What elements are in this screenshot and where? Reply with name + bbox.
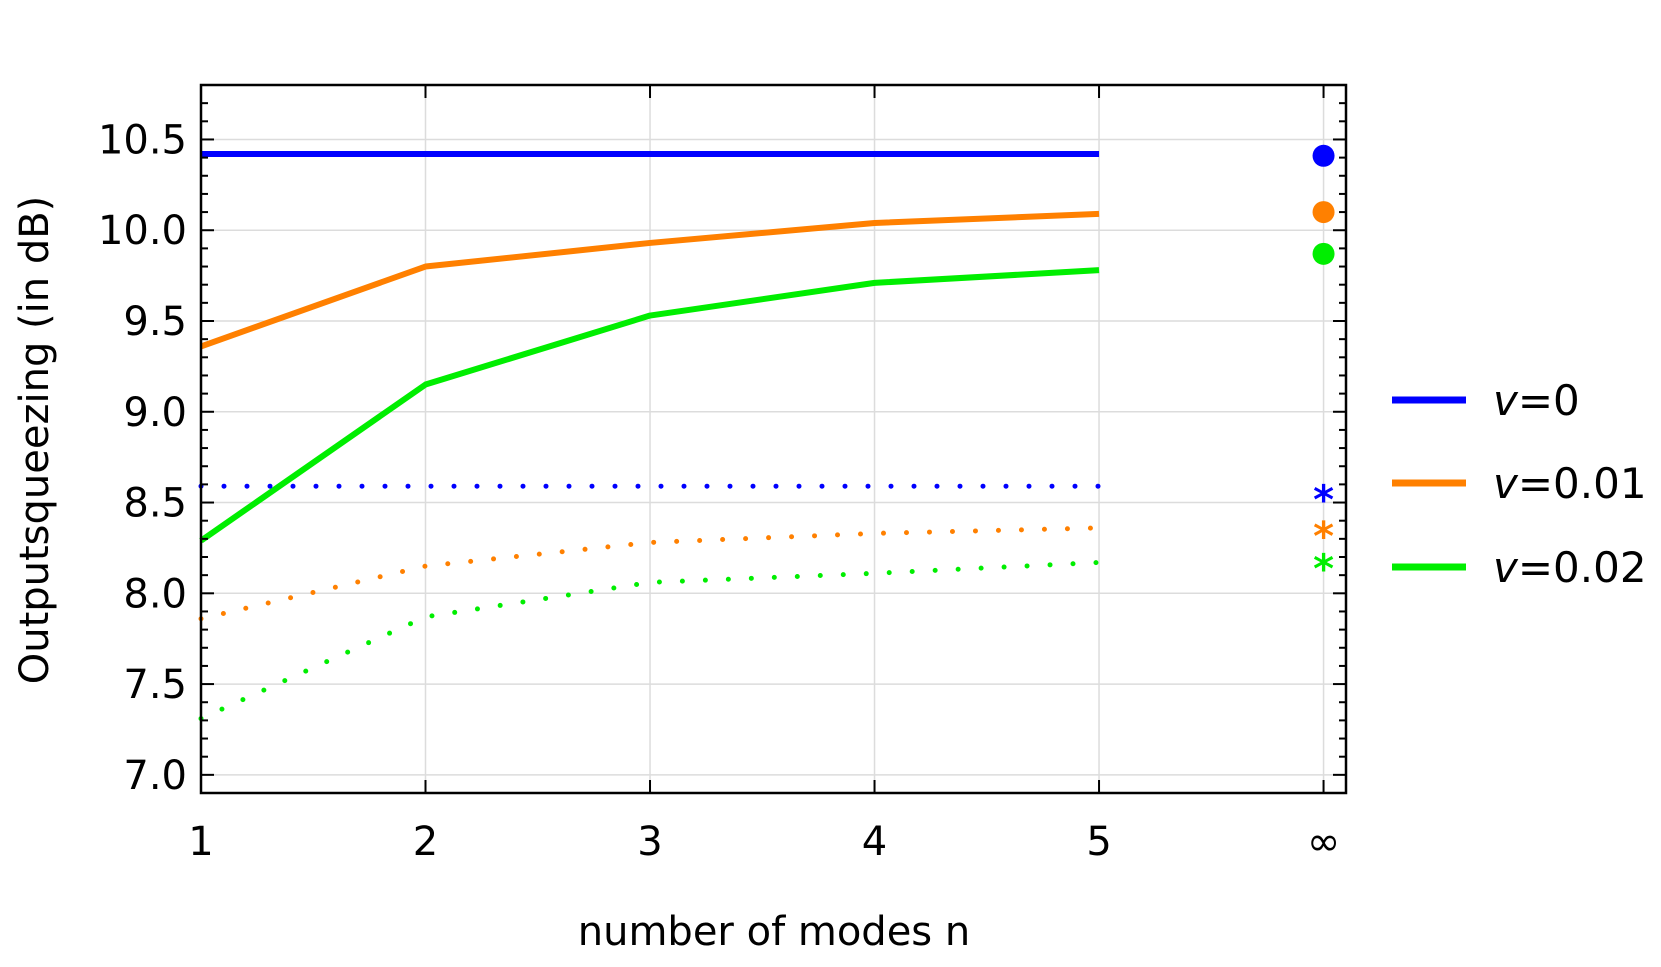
x-tick-label: 3 bbox=[637, 819, 662, 865]
infinity-dot-marker bbox=[1312, 201, 1335, 224]
infinity-star-marker: * bbox=[1313, 514, 1334, 560]
y-tick-label: 9.5 bbox=[123, 299, 187, 345]
grid bbox=[200, 85, 1346, 793]
legend-symbol: v bbox=[1493, 459, 1519, 508]
legend-label: v=0.01 bbox=[1493, 459, 1647, 508]
legend: v=0v=0.01v=0.02 bbox=[1392, 376, 1647, 592]
x-axis-title: number of modes n bbox=[578, 909, 970, 955]
infinity-dot-marker bbox=[1312, 144, 1335, 167]
y-tick-label: 10.0 bbox=[98, 208, 187, 254]
plot-marks: *** bbox=[198, 144, 1335, 722]
series-line-1 bbox=[199, 210, 1100, 350]
y-tick-label: 9.0 bbox=[123, 390, 187, 436]
y-tick-label: 10.5 bbox=[98, 117, 187, 163]
x-tick-label: 2 bbox=[413, 819, 438, 865]
legend-value: =0.01 bbox=[1518, 459, 1647, 508]
x-tick-label: 5 bbox=[1086, 819, 1111, 865]
y-tick-label: 8.5 bbox=[123, 481, 187, 527]
series-line-2 bbox=[199, 267, 1100, 544]
legend-label: v=0 bbox=[1493, 376, 1580, 425]
legend-symbol: v bbox=[1493, 543, 1519, 592]
infinity-star-marker: * bbox=[1313, 478, 1334, 524]
y-axis-title: Outputsqueezing (in dB) bbox=[12, 196, 58, 685]
plot-frame bbox=[199, 83, 1348, 795]
y-tick-label: 8.0 bbox=[123, 571, 187, 617]
infinity-dot-marker bbox=[1312, 242, 1335, 265]
y-tick-label: 7.0 bbox=[123, 753, 187, 799]
legend-symbol: v bbox=[1493, 376, 1519, 425]
x-tick-label: 4 bbox=[862, 819, 887, 865]
legend-value: =0.02 bbox=[1518, 543, 1647, 592]
x-tick-label: ∞ bbox=[1307, 819, 1340, 865]
tick-labels: 7.0 7.5 8.0 8.5 9.0 9.5 10.0 10.5 1 2 3 4 5 ∞ bbox=[98, 117, 1340, 865]
y-tick-label: 7.5 bbox=[123, 662, 187, 708]
legend-value: =0 bbox=[1518, 376, 1580, 425]
x-tick-label: 1 bbox=[188, 819, 213, 865]
legend-label: v=0.02 bbox=[1493, 543, 1647, 592]
axis-ticks bbox=[200, 84, 1346, 794]
infinity-star-marker: * bbox=[1313, 547, 1334, 593]
